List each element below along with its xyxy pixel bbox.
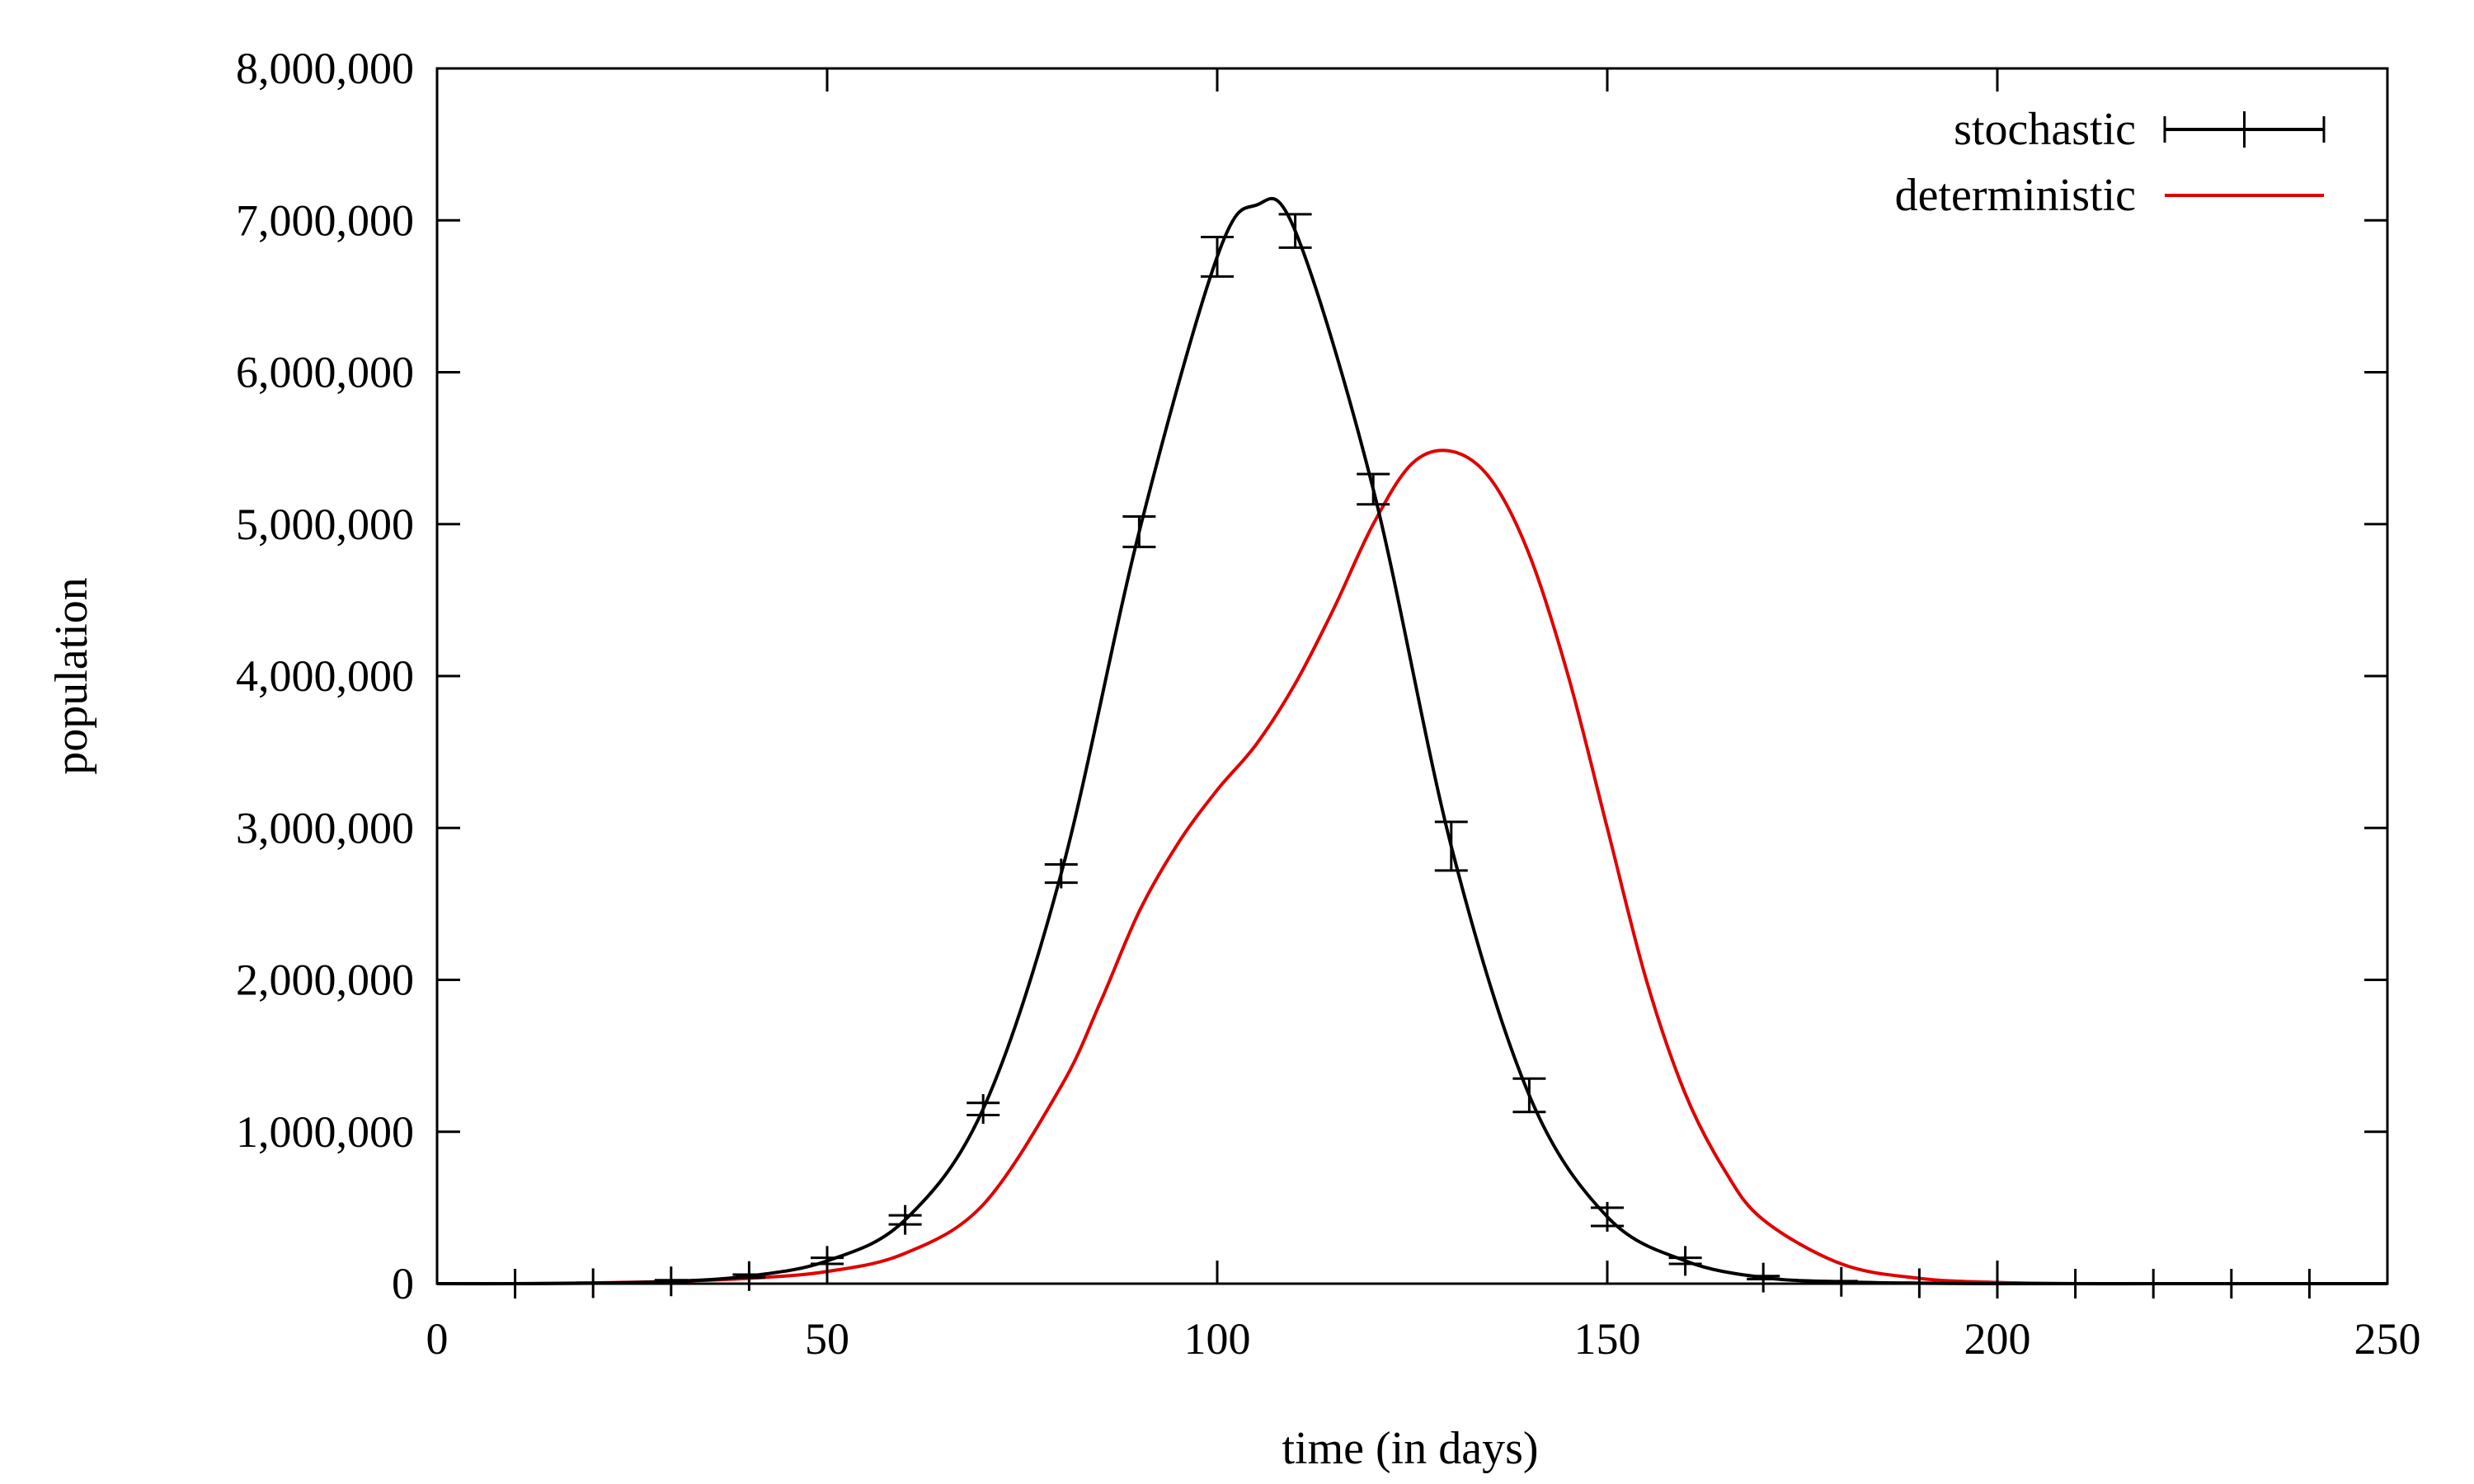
- x-tick-label: 100: [1184, 1314, 1251, 1364]
- x-tick-label: 250: [2354, 1314, 2421, 1364]
- legend: stochastic deterministic: [1895, 104, 2326, 221]
- error-bar: [1591, 1201, 1624, 1232]
- error-bar: [2137, 1269, 2171, 1298]
- series-line-deterministic: [436, 448, 2387, 1286]
- y-tick-label: 3,000,000: [236, 803, 414, 852]
- x-tick-label: 0: [426, 1314, 449, 1364]
- legend-label-stochastic: stochastic: [1954, 104, 2136, 155]
- error-bar: [811, 1246, 844, 1276]
- x-tick-label: 200: [1964, 1314, 2031, 1364]
- error-bar: [1512, 1077, 1546, 1114]
- x-axis: 0 50 100 150 200 250: [426, 68, 2421, 1364]
- legend-label-deterministic: deterministic: [1895, 170, 2136, 221]
- y-tick-label: 5,000,000: [236, 500, 414, 549]
- error-bar: [967, 1094, 1000, 1125]
- error-bar: [498, 1269, 532, 1298]
- y-tick-label: 2,000,000: [236, 956, 414, 1005]
- error-bar: [1747, 1262, 1780, 1293]
- series-layer: [436, 196, 2387, 1298]
- error-bar: [654, 1266, 688, 1297]
- error-bar: [576, 1268, 610, 1298]
- error-bar: [2293, 1269, 2326, 1298]
- y-axis-title: population: [46, 577, 97, 775]
- x-axis-title: time (in days): [1282, 1423, 1538, 1474]
- error-bar: [732, 1261, 766, 1291]
- y-tick-label: 6,000,000: [236, 348, 414, 397]
- y-tick-label: 0: [392, 1259, 414, 1308]
- y-tick-label: 8,000,000: [236, 44, 414, 93]
- error-bar: [1201, 236, 1234, 278]
- error-bar: [1903, 1268, 1936, 1298]
- x-tick-label: 50: [805, 1314, 849, 1364]
- error-bar: [1824, 1266, 1858, 1297]
- error-bar: [888, 1205, 922, 1235]
- y-tick-label: 1,000,000: [236, 1107, 414, 1157]
- error-bar: [2214, 1269, 2248, 1298]
- error-bar: [1668, 1246, 1702, 1276]
- error-bar: [1357, 472, 1390, 506]
- error-bar: [1044, 858, 1078, 889]
- error-bar: [1278, 213, 1312, 249]
- y-tick-label: 7,000,000: [236, 195, 414, 245]
- error-bar: [2058, 1269, 2092, 1298]
- y-axis: 0 1,000,000 2,000,000 3,000,000 4,000,000 5,0…: [236, 44, 2387, 1308]
- series-line-stochastic: [436, 196, 2387, 1286]
- y-tick-label: 4,000,000: [236, 651, 414, 701]
- x-tick-label: 150: [1574, 1314, 1641, 1364]
- error-bar: [1981, 1269, 2014, 1298]
- error-bar: [1122, 515, 1156, 548]
- error-bar: [1434, 820, 1468, 872]
